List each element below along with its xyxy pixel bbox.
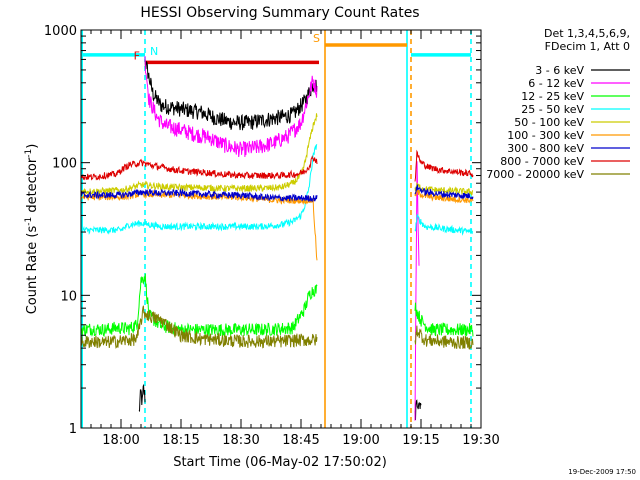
series-trace [414,214,474,236]
series-7000-20000-kevkev [81,305,474,350]
y-axis-label: Count Rate (s-1 detector-1) [24,144,40,315]
y-axis-label-part: Count Rate (s [25,226,40,315]
legend-entry-label: 100 - 300 keV [507,129,584,142]
series-trace [138,383,146,413]
series-layer [81,55,474,421]
series-trace [81,113,318,196]
legend-entry-label: 12 - 25 keV [521,90,584,103]
series-trace [414,184,474,200]
x-axis-label: Start Time (06-May-02 17:50:02) [173,455,387,470]
legend-entry-label: 800 - 7000 keV [500,155,584,168]
x-tick-label: 19:15 [402,433,439,448]
y-tick-label: 1 [69,422,77,437]
legend-header-detectors: Det 1,3,4,5,6,9, [544,27,630,40]
series-trace [81,155,318,181]
legend-entry-label: 7000 - 20000 keV [486,168,584,181]
series-trace [81,144,318,235]
series-trace [414,325,474,350]
y-tick-label: 100 [52,157,77,172]
legend-entry-label: 25 - 50 keV [521,103,584,116]
x-tick-label: 18:30 [222,433,259,448]
chart-title: HESSI Observing Summary Count Rates [140,5,419,21]
series-trace [414,161,420,421]
series-trace [81,273,318,338]
series-trace [144,55,318,158]
x-axis: 18:00 18:15 18:30 18:45 19:00 19:15 19:30 [80,30,500,448]
series-3-6-kevkev [138,59,422,421]
series-6-12-kevkev [144,55,420,421]
series-trace [144,59,318,131]
series-300-800-kevkev [81,184,474,203]
series-trace [81,189,318,261]
x-tick-label: 19:30 [462,433,499,448]
footer-timestamp: 19-Dec-2009 17:50 [568,468,636,476]
series-25-50-kevkev [81,144,474,236]
y-tick-label: 1000 [44,24,77,39]
y-axis: 1 10 100 1000 [44,24,481,437]
series-trace [414,302,474,337]
y-axis-label-superscript: -1 [24,217,34,226]
series-trace [81,187,318,203]
legend-entry-label: 50 - 100 keV [514,116,584,129]
series-trace [81,305,318,349]
legend-entry-label: 6 - 12 keV [528,77,584,90]
y-axis-label-end: ) [25,144,40,149]
y-tick-label: 10 [60,289,77,304]
attenuator-state-label: S [313,32,320,45]
y-axis-label-part-mid: detector [25,157,40,217]
series-12-25-kevkev [81,273,474,338]
x-tick-label: 18:45 [282,433,319,448]
series-trace [414,149,474,182]
series-800-7000-kevkev [81,149,474,182]
legend-header-fdecim: FDecim 1, Att 0 [545,40,630,53]
series-trace [414,399,422,421]
legend-entry-label: 300 - 800 keV [507,142,584,155]
attenuator-state-label: N [150,45,158,58]
annotation-labels: NF S [134,32,320,62]
annotation-layer [81,30,472,428]
legend: Det 1,3,4,5,6,9, FDecim 1, Att 0 3 - 6 k… [486,27,630,181]
attenuator-state-label: F [134,49,140,62]
y-axis-label-superscript-2: -1 [24,149,34,158]
x-tick-label: 19:00 [342,433,379,448]
x-tick-label: 18:00 [102,433,139,448]
legend-entry-label: 3 - 6 keV [535,64,584,77]
x-tick-label: 18:15 [162,433,199,448]
